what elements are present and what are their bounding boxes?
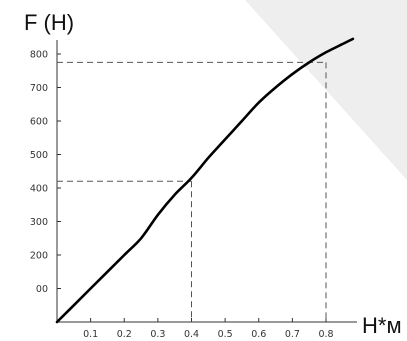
y-axis-title: F (Н) [24, 10, 74, 35]
y-tick-label: 500 [30, 150, 48, 161]
x-tick-label: 0.3 [150, 329, 165, 340]
y-tick-label: 200 [30, 251, 48, 262]
y-tick-label: 600 [30, 117, 48, 128]
x-axis-title: Н*м [362, 313, 402, 338]
y-tick-label: 00 [36, 284, 48, 295]
y-tick-label: 700 [30, 83, 48, 94]
data-series [55, 37, 355, 324]
y-tick-label: 400 [30, 184, 48, 195]
series-line [55, 37, 355, 324]
x-tick-label: 0.5 [218, 329, 233, 340]
tick-labels: 00 200 300 400 500 600 700 800 0.1 0.2 0.3 0.4 0.5 0.… [30, 50, 334, 341]
x-tick-label: 0.8 [318, 329, 333, 340]
reference-lines [57, 61, 327, 322]
x-tick-label: 0.2 [117, 329, 132, 340]
y-tick-label: 300 [30, 217, 48, 228]
y-tick-label: 800 [30, 50, 48, 61]
x-tick-label: 0.7 [285, 329, 300, 340]
x-tick-label: 0.4 [184, 329, 199, 340]
x-tick-label: 0.6 [251, 329, 266, 340]
x-tick-label: 0.1 [83, 329, 98, 340]
